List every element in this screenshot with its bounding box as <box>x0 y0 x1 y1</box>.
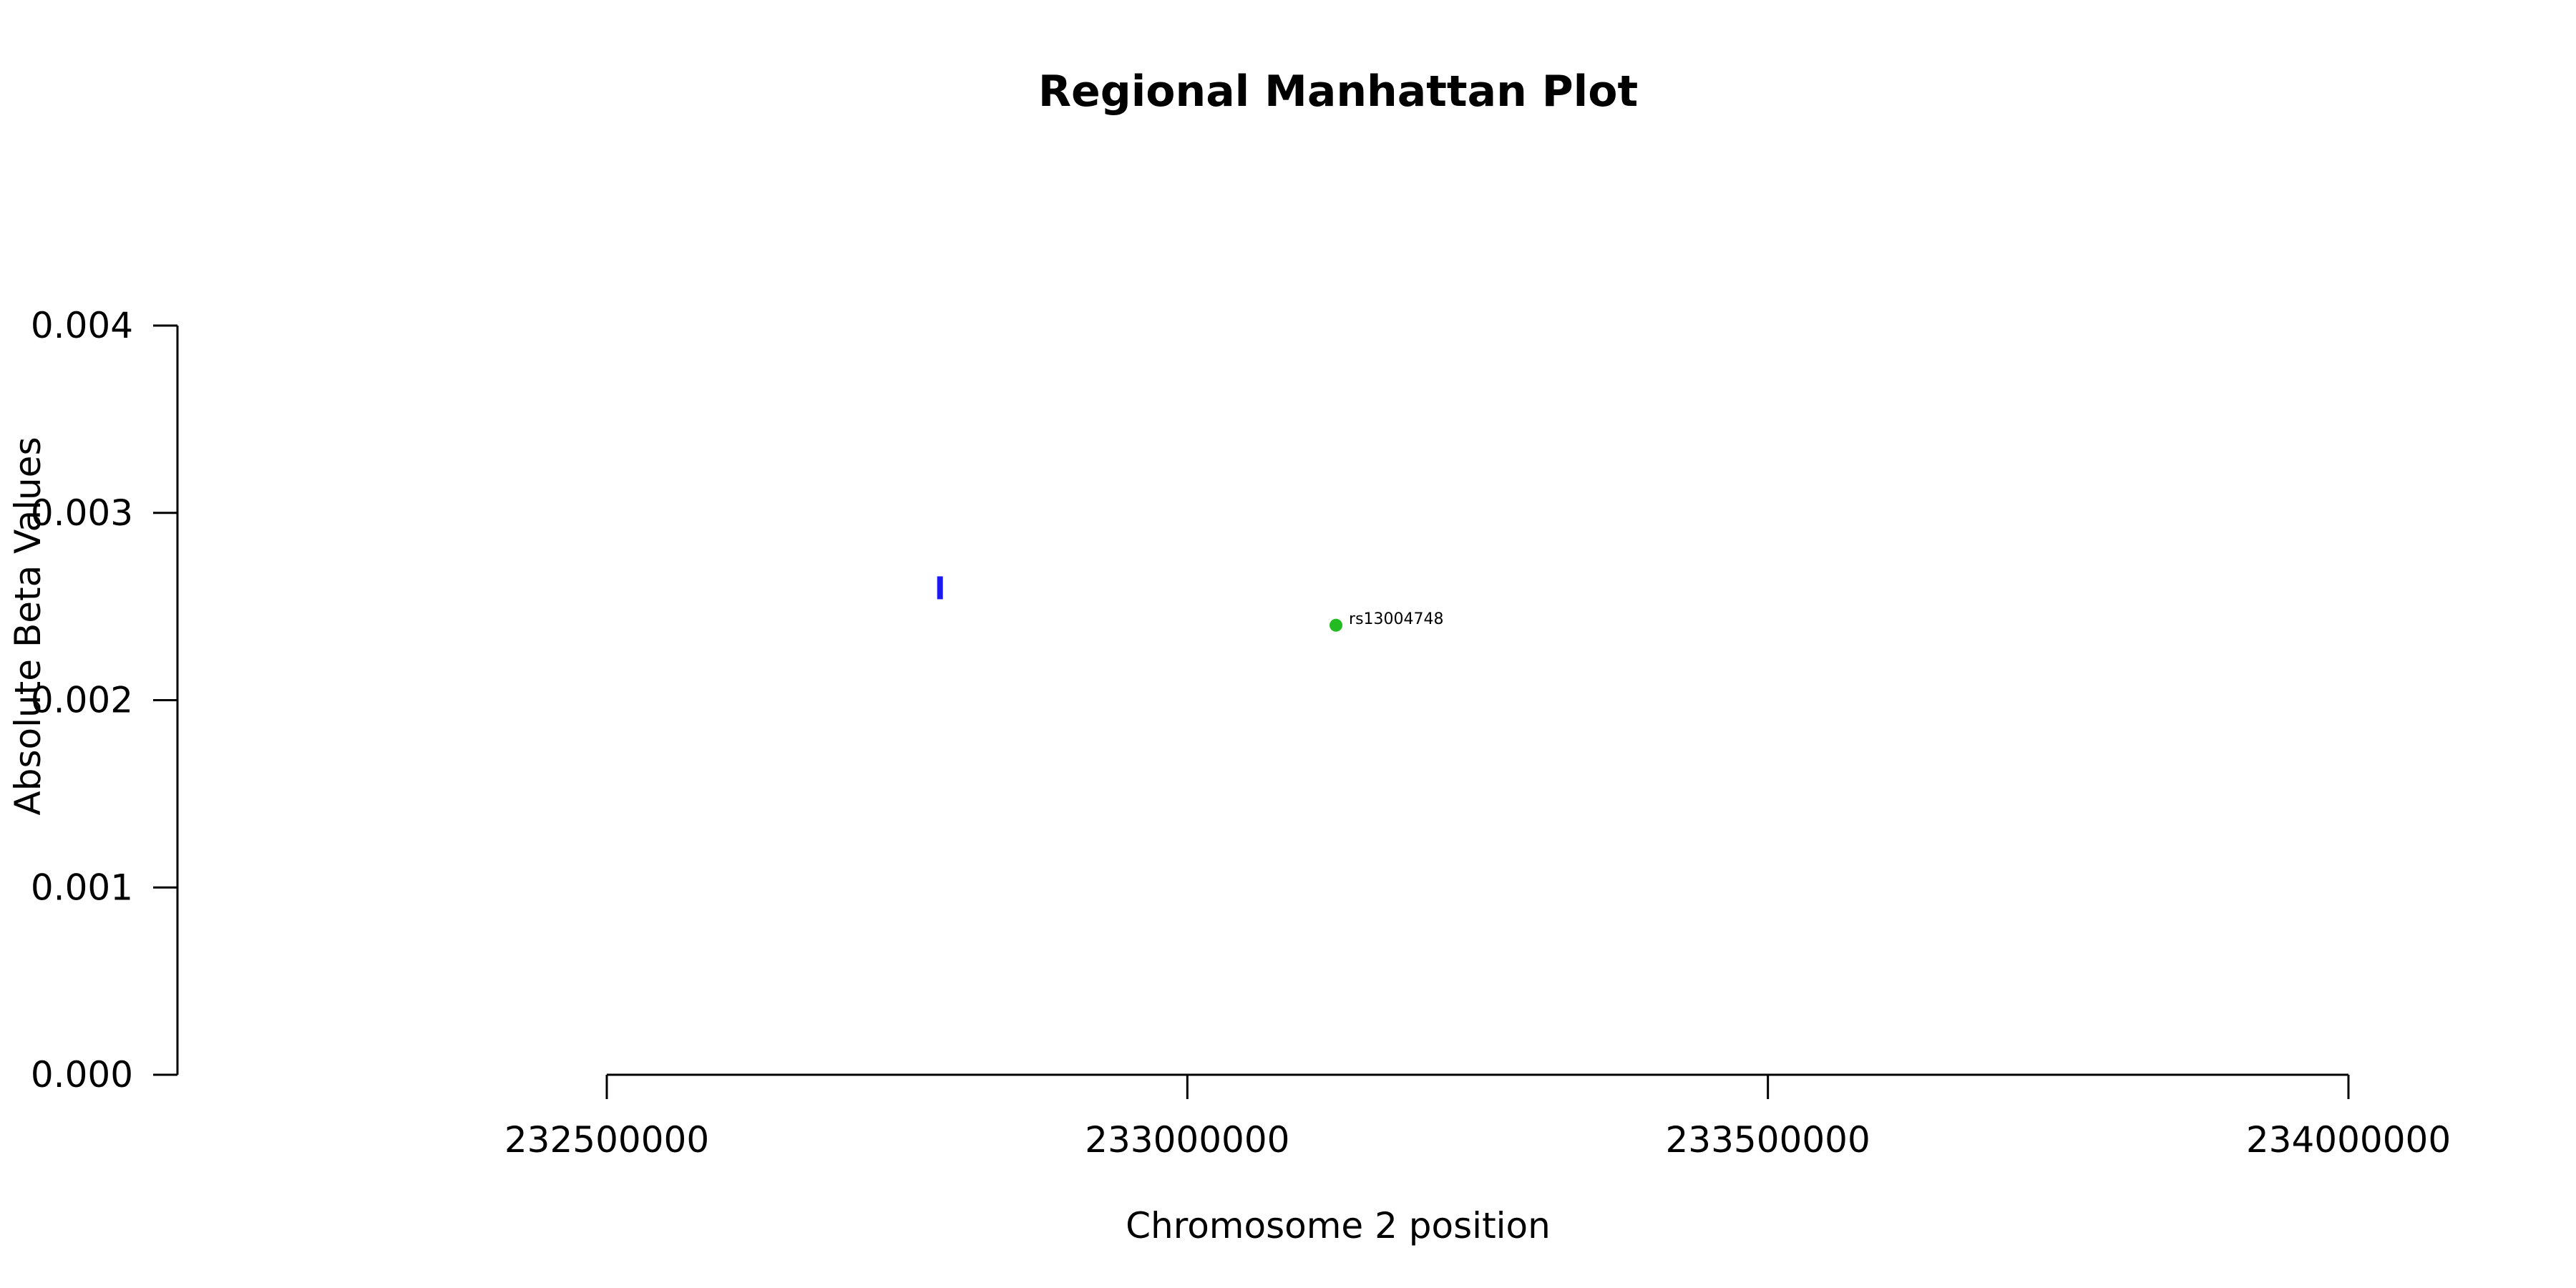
x-tick-label: 233000000 <box>1085 1119 1289 1161</box>
data-point-label: rs13004748 <box>1349 610 1443 628</box>
x-tick-label: 234000000 <box>2246 1119 2451 1161</box>
y-tick-label: 0.000 <box>31 1054 133 1096</box>
x-axis: 232500000 233000000 233500000 234000000 <box>504 1073 2451 1161</box>
y-tick-label: 0.003 <box>31 492 133 534</box>
y-tick-label: 0.001 <box>31 867 133 908</box>
chart-title: Regional Manhattan Plot <box>1038 67 1638 117</box>
data-point-bar <box>937 576 943 600</box>
x-axis-label: Chromosome 2 position <box>1126 1205 1551 1246</box>
y-tick-label: 0.002 <box>31 680 133 721</box>
x-tick-label: 232500000 <box>504 1119 709 1161</box>
y-axis-label: Absolute Beta Values <box>7 437 49 816</box>
data-point-circle <box>1330 618 1343 632</box>
x-tick-label: 233500000 <box>1666 1119 1870 1161</box>
y-axis: 0.000 0.001 0.002 0.003 0.004 <box>31 305 179 1096</box>
y-tick-label: 0.004 <box>31 305 133 346</box>
data-points: rs13004748 <box>937 576 1444 632</box>
